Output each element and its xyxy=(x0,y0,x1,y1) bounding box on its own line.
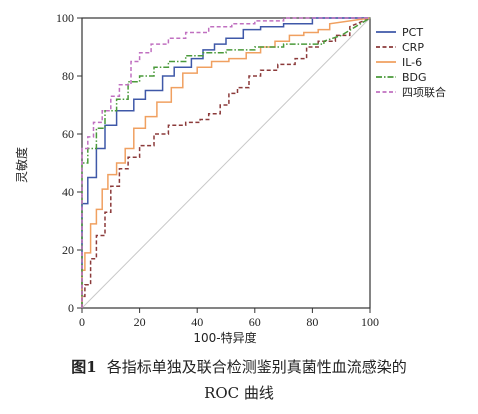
diagonal-reference xyxy=(81,17,371,309)
caption-line-2: ROC 曲线 xyxy=(204,384,274,402)
roc-chart: 0 20 40 60 80 100 0 20 40 60 80 100 PCT CRP IL-6 BDG四项… xyxy=(14,11,446,345)
x-tick-label: 0 xyxy=(79,315,85,329)
x-tick-label: 100 xyxy=(361,315,379,329)
series-line-四项联合 xyxy=(81,17,370,308)
y-tick-label: 60 xyxy=(62,127,74,141)
axes: 0 20 40 60 80 100 0 20 40 60 80 100 xyxy=(56,11,379,329)
series-line-IL-6 xyxy=(81,17,371,308)
y-tick-label: 100 xyxy=(56,11,74,25)
y-tick-label: 40 xyxy=(62,185,74,199)
y-tick-label: 20 xyxy=(62,243,74,257)
legend-label: BDG xyxy=(402,71,427,84)
x-axis-label: 100-特异度 xyxy=(193,330,256,345)
y-axis-label: 灵敏度 xyxy=(14,147,29,183)
legend-label: PCT xyxy=(402,26,423,39)
diagonal-line xyxy=(81,17,371,309)
legend-label: CRP xyxy=(402,41,424,54)
series-line-PCT xyxy=(81,17,370,308)
series-layer xyxy=(81,17,371,308)
x-tick-label: 20 xyxy=(134,315,146,329)
x-tick-label: 60 xyxy=(249,315,261,329)
series-line-BDG xyxy=(81,17,371,308)
caption-line-1: 各指标单独及联合检测鉴别真菌性血流感染的 xyxy=(106,358,407,376)
x-tick-label: 80 xyxy=(306,315,318,329)
figure-number: 图1 xyxy=(71,358,97,376)
legend-label: 四项联合 xyxy=(402,85,446,99)
y-tick-label: 80 xyxy=(62,69,74,83)
legend-label: IL-6 xyxy=(402,56,422,69)
x-tick-label: 40 xyxy=(191,315,203,329)
figure-caption: 图1 各指标单独及联合检测鉴别真菌性血流感染的 xyxy=(0,356,478,377)
y-tick-label: 0 xyxy=(68,301,74,315)
series-line-CRP xyxy=(81,17,371,308)
